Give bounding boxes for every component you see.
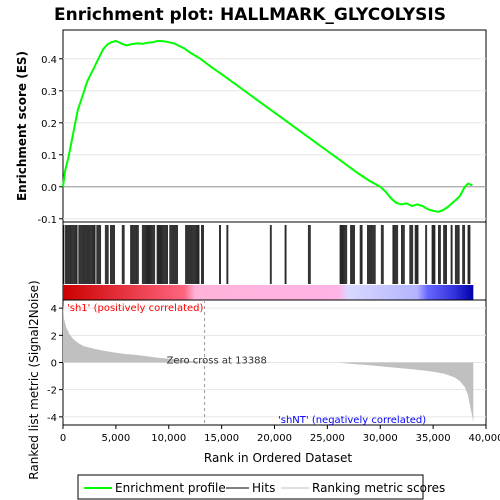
ranking-y-tick-label: 2 [51,331,57,342]
ranking-y-tick-label: -4 [47,413,57,424]
es-y-tick-label: 0.2 [41,119,57,130]
es-gridlines [63,58,486,220]
es-y-axis-label: Enrichment score (ES) [15,51,29,201]
es-y-ticks: -0.1 0.0 0.1 0.2 0.3 0.4 [37,55,63,226]
legend-ranking-label: Ranking metric scores [312,481,445,495]
ranking-y-axis-label: Ranked list metric (Signal2Noise) [27,280,41,479]
es-panel-frame [62,29,487,223]
hit-marks [62,225,471,284]
positive-correlation-label: 'sh1' (positively correlated) [67,303,204,314]
x-tick-label: 10,000 [151,433,186,444]
chart-title: Enrichment plot: HALLMARK_GLYCOLYSIS [54,5,446,25]
x-tick-label: 5,000 [102,433,131,444]
es-y-tick-label: 0.4 [41,55,57,66]
ranking-y-tick-label: 4 [51,304,57,315]
ranking-panel: -4 -2 0 2 4 Zero cross at 13388 'sh1' (posit… [27,280,487,480]
negative-correlation-label: 'shNT' (negatively correlated) [278,415,426,426]
es-y-tick-label: -0.1 [37,215,57,226]
ranking-metric-area [63,304,474,423]
ranking-y-tick-label: 0 [51,359,57,370]
x-tick-label: 15,000 [204,433,239,444]
x-tick-label: 40,000 [469,433,500,444]
x-tick-label: 20,000 [257,433,292,444]
es-y-tick-label: 0.3 [41,87,57,98]
legend: Enrichment profile Hits Ranking metric s… [77,474,445,500]
ranking-y-tick-label: -2 [47,386,57,397]
legend-hits-label: Hits [252,481,275,495]
x-tick-label: 35,000 [416,433,451,444]
es-panel: -0.1 0.0 0.1 0.2 0.3 0.4 Enrichment score (ES… [15,29,487,226]
enrichment-profile-line [62,39,473,213]
es-y-tick-label: 0.1 [41,151,57,162]
hits-panel [62,221,487,301]
x-tick-label: 0 [60,433,66,444]
es-y-tick-label: 0.0 [41,183,57,194]
ranking-color-bar [63,285,474,300]
legend-box [77,474,424,500]
x-axis-label: Rank in Ordered Dataset [204,451,352,465]
x-tick-label: 30,000 [363,433,398,444]
legend-enrichment-label: Enrichment profile [115,481,226,495]
x-axis-ticks: 0 5,000 10,000 15,000 20,000 25,000 30,000 35,0… [60,425,500,444]
zero-cross-label: Zero cross at 13388 [167,356,267,367]
x-tick-label: 25,000 [310,433,345,444]
ranking-y-ticks: -4 -2 0 2 4 [47,304,63,424]
